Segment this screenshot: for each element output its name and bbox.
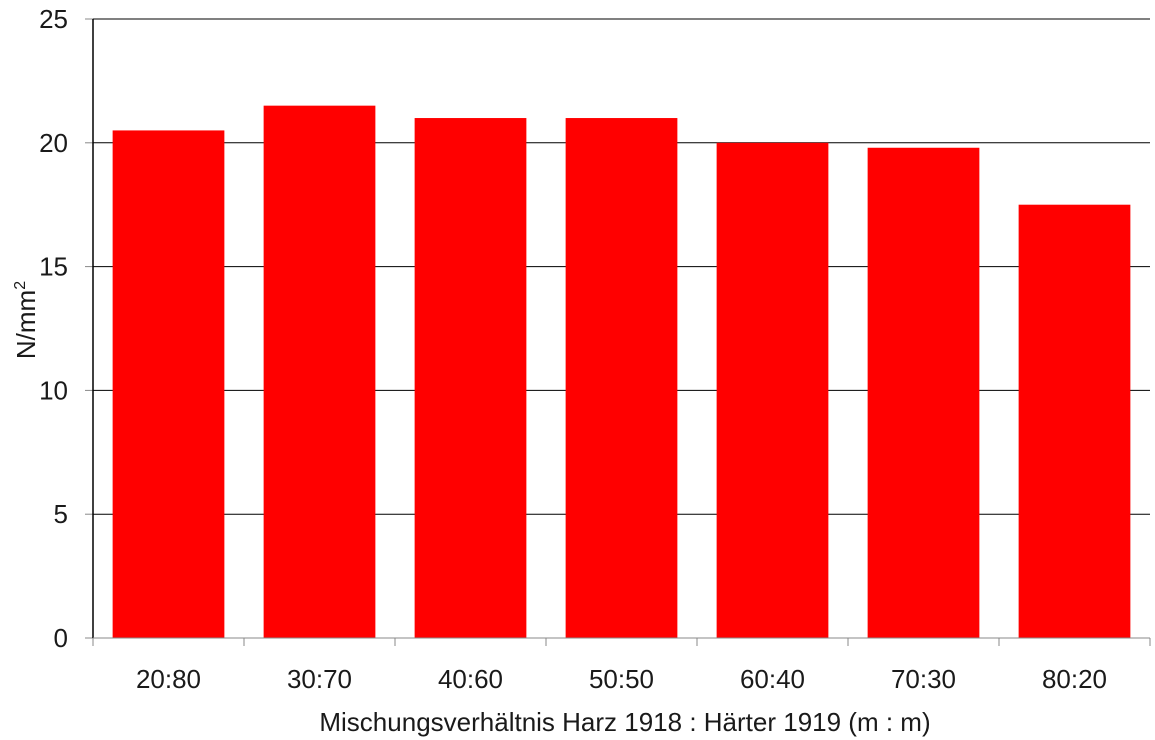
bar-70-30 (867, 147, 980, 638)
axes (85, 18, 1151, 646)
x-tick-label: 70:30 (891, 664, 956, 694)
bar-50-50 (565, 118, 678, 639)
y-axis-title-superscript: 2 (12, 281, 29, 290)
bar-30-70 (263, 105, 376, 638)
bars (112, 105, 1131, 639)
y-tick-label: 5 (54, 499, 68, 529)
y-tick-label: 15 (39, 252, 68, 282)
x-tick-labels: 20:80 30:70 40:60 50:50 60:40 70:30 80:20 (136, 664, 1107, 694)
bar-20-80 (112, 130, 225, 639)
y-tick-label: 10 (39, 375, 68, 405)
x-axis-title: Mischungsverhältnis Harz 1918 : Härter 1… (319, 707, 930, 737)
y-tick-label: 20 (39, 128, 68, 158)
x-tick-label: 50:50 (589, 664, 654, 694)
bar-40-60 (414, 118, 527, 639)
x-tick-label: 40:60 (438, 664, 503, 694)
x-tick-label: 30:70 (287, 664, 352, 694)
y-tick-labels: 0 5 10 15 20 25 (39, 4, 68, 653)
x-tick-label: 80:20 (1042, 664, 1107, 694)
y-axis-title: N/mm2 (11, 281, 41, 359)
y-tick-label: 25 (39, 4, 68, 34)
bar-80-20 (1018, 204, 1131, 638)
x-tick-label: 60:40 (740, 664, 805, 694)
bar-60-40 (716, 142, 829, 639)
y-axis-title-base: N/mm (11, 290, 41, 359)
x-tick-label: 20:80 (136, 664, 201, 694)
y-tick-label: 0 (54, 623, 68, 653)
